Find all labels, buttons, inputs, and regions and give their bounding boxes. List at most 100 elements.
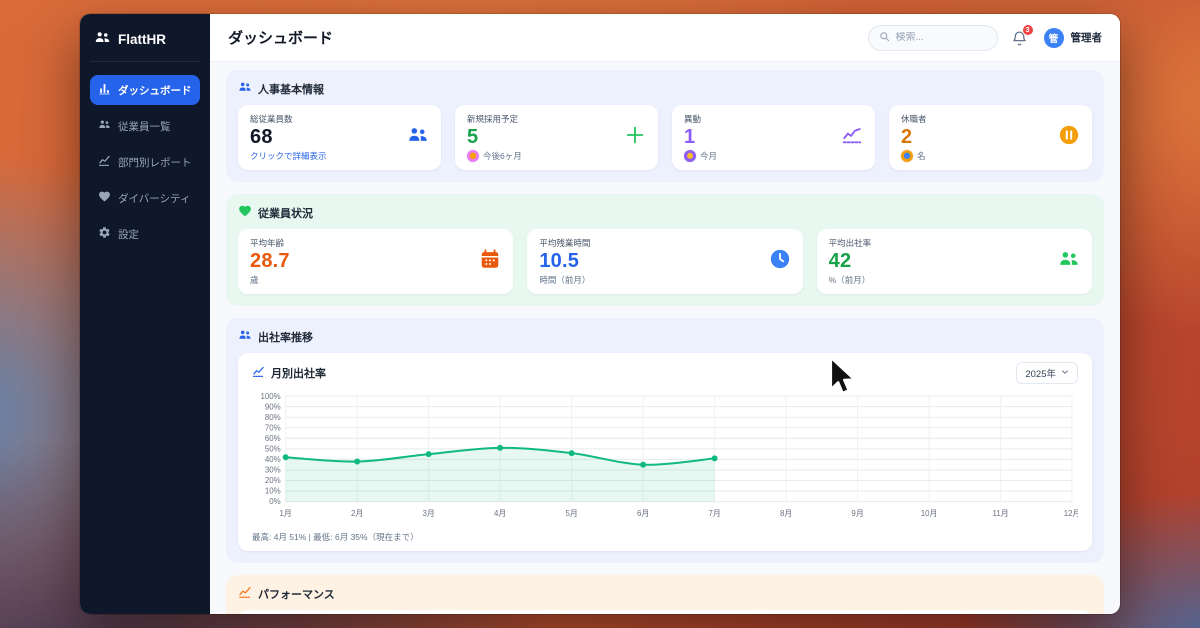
heart-icon — [98, 190, 111, 206]
sidebar: FlattHR ダッシュボード 従業員一覧 部門別レポート ダイバーシティ — [80, 14, 210, 614]
svg-text:0%: 0% — [269, 497, 280, 506]
svg-text:50%: 50% — [265, 444, 281, 453]
svg-text:6月: 6月 — [637, 509, 649, 518]
stat-value: 10.5 — [539, 250, 580, 272]
stat-label: 休職者 — [901, 114, 927, 124]
page-title: ダッシュボード — [228, 30, 334, 47]
stat-value: 28.7 — [250, 250, 290, 272]
detail-link[interactable]: クリックで詳細表示 — [250, 151, 327, 161]
stat-label: 平均年齢 — [250, 238, 285, 248]
section-title: 出社率推移 — [258, 331, 313, 344]
topbar: ダッシュボード 3 管 管理者 — [210, 14, 1120, 62]
sidebar-item-department-report[interactable]: 部門別レポート — [90, 147, 200, 177]
logo-text: FlattHR — [118, 31, 166, 47]
calendar-icon — [479, 248, 501, 275]
svg-text:2月: 2月 — [351, 509, 363, 518]
stat-card-avg-attendance[interactable]: 平均出社率 42 %（前月） — [816, 229, 1092, 294]
app-logo: FlattHR — [90, 27, 200, 62]
stat-label: 総従業員数 — [250, 114, 293, 124]
stat-value: 42 — [828, 250, 852, 272]
svg-text:9月: 9月 — [851, 509, 863, 518]
plus-icon — [624, 124, 646, 151]
year-dropdown-value: 2025年 — [1025, 369, 1056, 380]
stat-label: 平均残業時間 — [539, 238, 591, 248]
notification-badge: 3 — [1021, 23, 1034, 36]
svg-text:70%: 70% — [265, 423, 281, 432]
sidebar-item-label: ダッシュボード — [118, 84, 192, 97]
svg-text:40%: 40% — [265, 455, 281, 464]
main-area: ダッシュボード 3 管 管理者 — [210, 14, 1120, 614]
section-attendance-trend: 出社率推移 月別出社率 2025年 0% 10% 20% 30% 40% 50% 60% 70… — [226, 318, 1104, 563]
heart-icon — [238, 204, 252, 221]
stat-value: 68 — [250, 126, 273, 148]
condition-trend-card: コンディション推移 2025年 心身の健康状態 仕事へのモチベーション チームの… — [238, 610, 1092, 614]
clock-icon — [769, 248, 791, 275]
attendance-chart-svg: 0%10% 20%30% 40% 50%60% 70%80% 90%100% 1月 2月 3月 4… — [260, 392, 1078, 518]
sidebar-nav: ダッシュボード 従業員一覧 部門別レポート ダイバーシティ 設定 — [90, 75, 200, 249]
section-hr-basic: 人事基本情報 総従業員数 68 クリックで詳細表示 — [226, 70, 1104, 182]
svg-text:20%: 20% — [265, 476, 281, 485]
svg-text:30%: 30% — [265, 466, 281, 475]
notification-bell[interactable]: 3 — [1011, 23, 1034, 51]
stat-label: 平均出社率 — [828, 238, 872, 248]
stat-card-on-leave[interactable]: 休職者 2 名 — [889, 105, 1092, 170]
svg-text:10%: 10% — [265, 487, 281, 496]
stat-card-new-hires[interactable]: 新規採用予定 5 今後6ヶ月 — [455, 105, 658, 170]
section-employee-status: 従業員状況 平均年齢 28.7 歳 — [226, 194, 1104, 306]
svg-text:7月: 7月 — [708, 509, 720, 518]
user-name: 管理者 — [1070, 32, 1103, 44]
line-chart-icon — [252, 365, 265, 381]
sidebar-item-employees[interactable]: 従業員一覧 — [90, 111, 200, 141]
stat-card-total-employees[interactable]: 総従業員数 68 クリックで詳細表示 — [238, 105, 441, 170]
stat-sub: 今後6ヶ月 — [483, 151, 522, 161]
stat-label: 異動 — [684, 114, 702, 124]
stat-sub: %（前月） — [828, 275, 871, 285]
svg-text:4月: 4月 — [494, 509, 506, 518]
logo-people-icon — [94, 29, 111, 49]
section-title: 従業員状況 — [258, 207, 313, 220]
stat-card-avg-age[interactable]: 平均年齢 28.7 歳 — [238, 229, 514, 294]
app-window: FlattHR ダッシュボード 従業員一覧 部門別レポート ダイバーシティ — [80, 14, 1120, 614]
year-dropdown[interactable]: 2025年 — [1016, 362, 1078, 384]
svg-text:10月: 10月 — [921, 509, 938, 518]
svg-text:100%: 100% — [260, 392, 280, 401]
line-chart-icon — [841, 124, 863, 151]
avatar[interactable]: 管 — [1043, 27, 1064, 48]
line-chart-icon — [238, 585, 252, 602]
section-title: 人事基本情報 — [258, 83, 324, 96]
search-input[interactable] — [895, 32, 987, 43]
line-chart-icon — [98, 154, 111, 170]
svg-text:1月: 1月 — [280, 509, 292, 518]
svg-text:90%: 90% — [265, 402, 281, 411]
people-icon — [238, 328, 252, 345]
search-icon — [879, 29, 890, 47]
sidebar-item-label: ダイバーシティ — [118, 192, 191, 205]
sidebar-item-dashboard[interactable]: ダッシュボード — [90, 75, 200, 105]
svg-text:11月: 11月 — [993, 509, 1009, 518]
svg-text:8月: 8月 — [780, 509, 792, 518]
sidebar-item-diversity[interactable]: ダイバーシティ — [90, 183, 200, 213]
stat-value: 5 — [467, 126, 479, 148]
stat-card-avg-overtime[interactable]: 平均残業時間 10.5 時間（前月） — [527, 229, 803, 294]
svg-text:12月: 12月 — [1064, 509, 1078, 518]
svg-text:60%: 60% — [265, 434, 281, 443]
stat-value: 2 — [901, 126, 913, 148]
stat-value: 1 — [684, 126, 696, 148]
chevron-down-icon — [1061, 368, 1069, 379]
stat-sub: 名 — [917, 151, 926, 161]
people-icon — [407, 124, 429, 151]
stat-card-transfers[interactable]: 異動 1 今月 — [672, 105, 875, 170]
sidebar-item-settings[interactable]: 設定 — [90, 219, 200, 249]
pause-circle-icon — [1058, 124, 1080, 151]
stat-sub: 今月 — [700, 151, 718, 161]
monthly-attendance-card: 月別出社率 2025年 0% 10% 20% 30% 40% 50% 60% 70% 80% 90… — [238, 353, 1092, 551]
svg-text:5月: 5月 — [565, 509, 577, 518]
chart-footer-note: 最高: 4月 51% | 最低: 6月 35%（現在まで） — [252, 532, 419, 542]
search-box[interactable] — [867, 24, 998, 51]
bell-icon — [1011, 30, 1028, 51]
gear-icon — [98, 226, 111, 242]
chart-title: 月別出社率 — [271, 368, 326, 380]
stat-sub: 時間（前月） — [539, 275, 591, 285]
medal-badge-icon — [684, 150, 696, 162]
